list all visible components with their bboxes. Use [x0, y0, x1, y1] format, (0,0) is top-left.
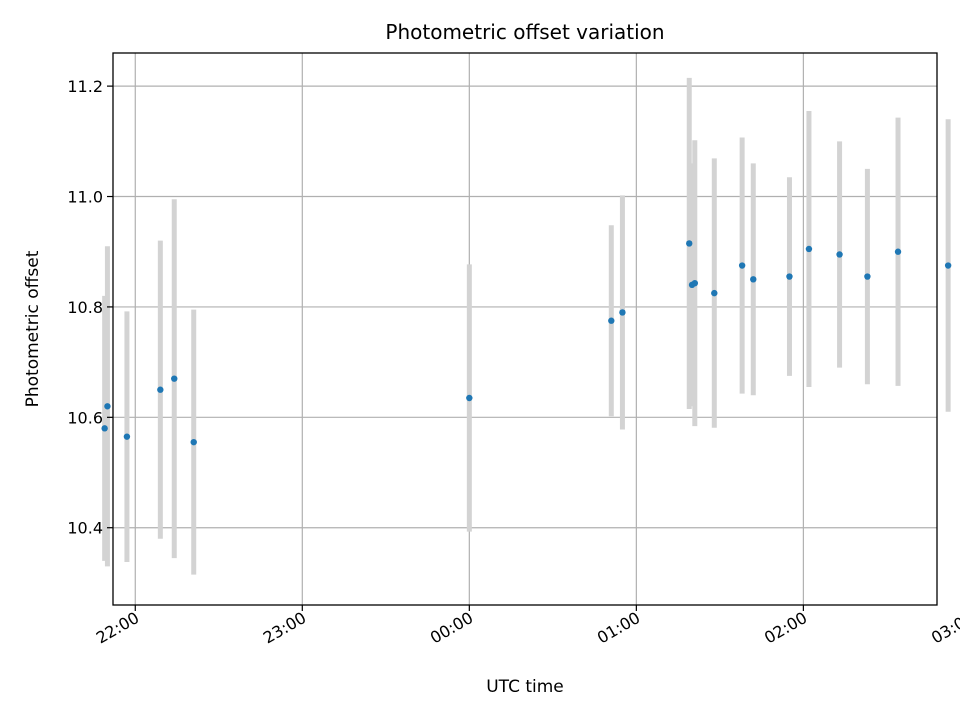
data-point	[686, 240, 693, 247]
data-point	[123, 433, 131, 440]
data-point	[691, 279, 699, 287]
data-point	[786, 273, 793, 280]
y-tick-label: 10.6	[67, 408, 103, 427]
y-tick-label: 10.8	[67, 298, 103, 317]
y-tick-label: 10.4	[67, 519, 103, 538]
y-axis-label: Photometric offset	[23, 250, 43, 407]
data-point	[619, 309, 626, 316]
data-point	[750, 276, 757, 283]
data-point	[171, 375, 178, 382]
data-point	[836, 251, 843, 258]
data-point	[101, 425, 108, 432]
data-point	[805, 245, 813, 253]
plot-frame	[112, 52, 938, 606]
chart-title: Photometric offset variation	[385, 20, 664, 44]
data-point	[894, 248, 902, 255]
data-point	[190, 438, 197, 446]
data-point	[157, 386, 164, 393]
data-point	[944, 262, 952, 269]
data-point	[711, 289, 718, 297]
data-point	[466, 394, 473, 402]
x-axis-label: UTC time	[486, 677, 564, 697]
data-point	[104, 403, 111, 410]
grid	[113, 53, 937, 605]
data-point	[864, 273, 871, 280]
data-point	[738, 262, 746, 269]
data-points	[101, 240, 952, 446]
y-tick-label: 11.0	[67, 188, 103, 207]
data-point	[608, 317, 615, 324]
y-tick-label: 11.2	[67, 77, 103, 96]
